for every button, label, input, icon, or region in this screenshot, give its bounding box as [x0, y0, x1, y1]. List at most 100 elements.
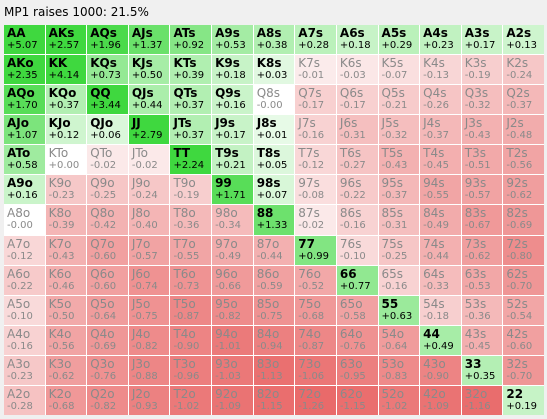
hand-cell-q9o[interactable]: Q9o -0.25 [87, 175, 128, 205]
hand-cell-a5o[interactable]: A5o -0.10 [4, 295, 45, 325]
hand-cell-j2s[interactable]: J2s -0.48 [503, 115, 544, 145]
hand-cell-73s[interactable]: 73s -0.62 [461, 235, 503, 265]
hand-cell-44[interactable]: 44 +0.49 [420, 325, 461, 355]
hand-cell-j6s[interactable]: J6s -0.31 [336, 115, 378, 145]
hand-cell-a5s[interactable]: A5s +0.29 [378, 25, 420, 55]
hand-cell-tt[interactable]: TT +2.24 [170, 145, 212, 175]
hand-cell-ats[interactable]: ATs +0.92 [170, 25, 212, 55]
hand-cell-t9o[interactable]: T9o -0.19 [170, 175, 212, 205]
hand-cell-74s[interactable]: 74s -0.44 [420, 235, 461, 265]
hand-cell-t7o[interactable]: T7o -0.55 [170, 235, 212, 265]
hand-cell-95o[interactable]: 95o -0.82 [212, 295, 253, 325]
hand-cell-a9o[interactable]: A9o +0.16 [4, 175, 45, 205]
hand-cell-kto[interactable]: KTo +0.00 [45, 145, 87, 175]
hand-cell-76o[interactable]: 76o -0.52 [295, 265, 336, 295]
hand-cell-qts[interactable]: QTs +0.37 [170, 85, 212, 115]
hand-cell-55[interactable]: 55 +0.63 [378, 295, 420, 325]
hand-cell-j7s[interactable]: J7s -0.16 [295, 115, 336, 145]
hand-cell-qjs[interactable]: QJs +0.44 [128, 85, 170, 115]
hand-cell-qto[interactable]: QTo -0.02 [87, 145, 128, 175]
hand-cell-j4o[interactable]: J4o -0.82 [128, 325, 170, 355]
hand-cell-k5s[interactable]: K5s -0.07 [378, 55, 420, 85]
hand-cell-94o[interactable]: 94o -1.01 [212, 325, 253, 355]
hand-cell-98s[interactable]: 98s +0.07 [253, 175, 295, 205]
hand-cell-k6s[interactable]: K6s -0.03 [336, 55, 378, 85]
hand-cell-88[interactable]: 88 +1.33 [253, 205, 295, 235]
hand-cell-98o[interactable]: 98o -0.34 [212, 205, 253, 235]
hand-cell-kqs[interactable]: KQs +0.73 [87, 55, 128, 85]
hand-cell-a8s[interactable]: A8s +0.38 [253, 25, 295, 55]
hand-cell-t8o[interactable]: T8o -0.36 [170, 205, 212, 235]
hand-cell-63s[interactable]: 63s -0.53 [461, 265, 503, 295]
hand-cell-q6s[interactable]: Q6s -0.17 [336, 85, 378, 115]
hand-cell-a3s[interactable]: A3s +0.17 [461, 25, 503, 55]
hand-cell-ato[interactable]: ATo +0.58 [4, 145, 45, 175]
hand-cell-aa[interactable]: AA +5.07 [4, 25, 45, 55]
hand-cell-52o[interactable]: 52o -1.02 [378, 385, 420, 415]
hand-cell-a2o[interactable]: A2o -0.28 [4, 385, 45, 415]
hand-cell-95s[interactable]: 95s -0.37 [378, 175, 420, 205]
hand-cell-ajs[interactable]: AJs +1.37 [128, 25, 170, 55]
hand-cell-aqs[interactable]: AQs +1.96 [87, 25, 128, 55]
hand-cell-83s[interactable]: 83s -0.67 [461, 205, 503, 235]
hand-cell-k4s[interactable]: K4s -0.13 [420, 55, 461, 85]
hand-cell-72s[interactable]: 72s -0.80 [503, 235, 544, 265]
hand-cell-ajo[interactable]: AJo +1.07 [4, 115, 45, 145]
hand-cell-a6o[interactable]: A6o -0.22 [4, 265, 45, 295]
hand-cell-k8o[interactable]: K8o -0.39 [45, 205, 87, 235]
hand-cell-a7o[interactable]: A7o -0.12 [4, 235, 45, 265]
hand-cell-q7s[interactable]: Q7s -0.17 [295, 85, 336, 115]
hand-cell-75o[interactable]: 75o -0.68 [295, 295, 336, 325]
hand-cell-t6s[interactable]: T6s -0.27 [336, 145, 378, 175]
hand-cell-q8o[interactable]: Q8o -0.42 [87, 205, 128, 235]
hand-cell-k2o[interactable]: K2o -0.68 [45, 385, 87, 415]
hand-cell-62o[interactable]: 62o -1.15 [336, 385, 378, 415]
hand-cell-k2s[interactable]: K2s -0.24 [503, 55, 544, 85]
hand-cell-33[interactable]: 33 +0.35 [461, 355, 503, 385]
hand-cell-a4o[interactable]: A4o -0.16 [4, 325, 45, 355]
hand-cell-q5o[interactable]: Q5o -0.64 [87, 295, 128, 325]
hand-cell-q2s[interactable]: Q2s -0.37 [503, 85, 544, 115]
hand-cell-85s[interactable]: 85s -0.31 [378, 205, 420, 235]
hand-cell-qq[interactable]: QQ +3.44 [87, 85, 128, 115]
hand-cell-92o[interactable]: 92o -1.09 [212, 385, 253, 415]
hand-cell-63o[interactable]: 63o -0.95 [336, 355, 378, 385]
hand-cell-54o[interactable]: 54o -0.64 [378, 325, 420, 355]
hand-cell-jto[interactable]: JTo -0.02 [128, 145, 170, 175]
hand-cell-j8o[interactable]: J8o -0.40 [128, 205, 170, 235]
hand-cell-a4s[interactable]: A4s +0.23 [420, 25, 461, 55]
hand-cell-a7s[interactable]: A7s +0.28 [295, 25, 336, 55]
hand-cell-j9s[interactable]: J9s +0.17 [212, 115, 253, 145]
hand-cell-65o[interactable]: 65o -0.58 [336, 295, 378, 325]
hand-cell-96s[interactable]: 96s -0.22 [336, 175, 378, 205]
hand-cell-j8s[interactable]: J8s +0.01 [253, 115, 295, 145]
hand-cell-t5o[interactable]: T5o -0.87 [170, 295, 212, 325]
hand-cell-k9o[interactable]: K9o -0.23 [45, 175, 87, 205]
hand-cell-86o[interactable]: 86o -0.59 [253, 265, 295, 295]
hand-cell-ako[interactable]: AKo +2.35 [4, 55, 45, 85]
hand-cell-kjo[interactable]: KJo +0.12 [45, 115, 87, 145]
hand-cell-76s[interactable]: 76s -0.10 [336, 235, 378, 265]
hand-cell-jts[interactable]: JTs +0.37 [170, 115, 212, 145]
hand-cell-t3s[interactable]: T3s -0.51 [461, 145, 503, 175]
hand-cell-t4o[interactable]: T4o -0.90 [170, 325, 212, 355]
hand-cell-73o[interactable]: 73o -1.06 [295, 355, 336, 385]
hand-cell-82o[interactable]: 82o -1.15 [253, 385, 295, 415]
hand-cell-k5o[interactable]: K5o -0.50 [45, 295, 87, 325]
hand-cell-87s[interactable]: 87s -0.02 [295, 205, 336, 235]
hand-cell-a2s[interactable]: A2s +0.13 [503, 25, 544, 55]
hand-cell-k3s[interactable]: K3s -0.19 [461, 55, 503, 85]
hand-cell-t7s[interactable]: T7s -0.12 [295, 145, 336, 175]
hand-cell-k3o[interactable]: K3o -0.62 [45, 355, 87, 385]
hand-cell-j6o[interactable]: J6o -0.74 [128, 265, 170, 295]
hand-cell-72o[interactable]: 72o -1.26 [295, 385, 336, 415]
hand-cell-43s[interactable]: 43s -0.45 [461, 325, 503, 355]
hand-cell-q2o[interactable]: Q2o -0.82 [87, 385, 128, 415]
hand-cell-j4s[interactable]: J4s -0.37 [420, 115, 461, 145]
hand-cell-j2o[interactable]: J2o -0.93 [128, 385, 170, 415]
hand-cell-q8s[interactable]: Q8s -0.00 [253, 85, 295, 115]
hand-cell-85o[interactable]: 85o -0.75 [253, 295, 295, 325]
hand-cell-t8s[interactable]: T8s +0.05 [253, 145, 295, 175]
hand-cell-62s[interactable]: 62s -0.70 [503, 265, 544, 295]
hand-cell-87o[interactable]: 87o -0.44 [253, 235, 295, 265]
